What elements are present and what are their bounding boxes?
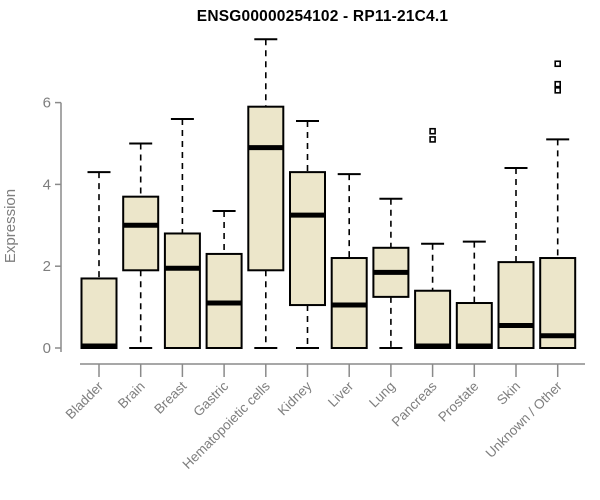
x-category-label-gastric: Gastric xyxy=(190,378,231,419)
outlier-pancreas-0 xyxy=(429,136,436,143)
x-category-label-lung: Lung xyxy=(366,379,398,411)
x-category-label-breast: Breast xyxy=(151,378,189,416)
box-unknown-other xyxy=(539,257,577,349)
x-category-label-brain: Brain xyxy=(115,379,148,412)
box-brain xyxy=(122,195,160,272)
box-kidney xyxy=(289,171,326,307)
outlier-pancreas-1 xyxy=(429,127,436,135)
x-category-label-prostate: Prostate xyxy=(435,379,481,425)
box-skin xyxy=(497,261,535,349)
outlier-unknown-other-0 xyxy=(554,87,562,94)
y-axis-title: Expression xyxy=(2,189,19,263)
y-tick-label-4: 4 xyxy=(43,176,51,193)
x-category-label-unknown-other: Unknown / Other xyxy=(483,378,566,461)
outlier-unknown-other-2 xyxy=(554,60,562,68)
outlier-unknown-other-1 xyxy=(554,80,562,88)
x-category-label-pancreas: Pancreas xyxy=(389,378,440,429)
y-tick-label-2: 2 xyxy=(43,258,51,275)
box-bladder xyxy=(80,277,118,349)
x-category-label-liver: Liver xyxy=(325,378,357,410)
x-category-label-kidney: Kidney xyxy=(275,378,315,418)
box-prostate xyxy=(455,302,493,350)
x-category-label-bladder: Bladder xyxy=(63,378,107,422)
y-tick-label-0: 0 xyxy=(43,340,51,357)
x-category-label-skin: Skin xyxy=(494,379,523,408)
box-breast xyxy=(163,232,201,349)
chart-title: ENSG00000254102 - RP11-21C4.1 xyxy=(196,8,449,25)
box-pancreas xyxy=(414,289,452,349)
y-tick-label-6: 6 xyxy=(43,95,51,112)
box-hematopoietic-cells xyxy=(247,105,285,272)
